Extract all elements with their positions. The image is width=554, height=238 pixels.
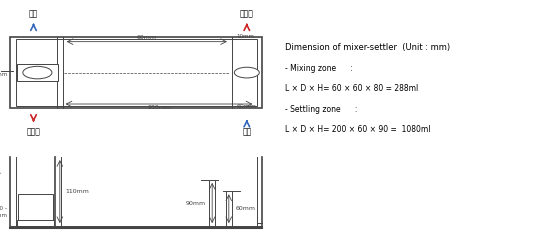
Bar bbox=[10, 37, 262, 108]
Text: - Settling zone      :: - Settling zone : bbox=[285, 105, 358, 114]
Text: 60mm: 60mm bbox=[137, 35, 157, 40]
Bar bbox=[17, 64, 58, 81]
Text: 27.5mm: 27.5mm bbox=[0, 72, 8, 78]
Text: 수상: 수상 bbox=[242, 127, 252, 136]
Text: L × D × H= 200 × 60 × 90 =  1080ml: L × D × H= 200 × 60 × 90 = 1080ml bbox=[285, 125, 431, 134]
Bar bbox=[16, 39, 257, 106]
Text: A: A bbox=[0, 167, 1, 176]
Text: 90mm: 90mm bbox=[186, 200, 206, 206]
Circle shape bbox=[23, 66, 52, 79]
Text: - Mixing zone      :: - Mixing zone : bbox=[285, 64, 353, 73]
Circle shape bbox=[234, 67, 259, 78]
Text: 수상: 수상 bbox=[29, 9, 38, 18]
Bar bbox=[18, 194, 53, 226]
Text: 유기상: 유기상 bbox=[27, 127, 40, 136]
Text: 60mm: 60mm bbox=[235, 206, 255, 211]
Text: 60mm: 60mm bbox=[237, 104, 257, 109]
Text: L × D × H= 60 × 60 × 80 = 288ml: L × D × H= 60 × 60 × 80 = 288ml bbox=[285, 84, 419, 93]
Text: 10mm: 10mm bbox=[237, 34, 255, 39]
Bar bbox=[17, 220, 54, 226]
Text: 110mm: 110mm bbox=[65, 189, 89, 194]
Text: 80mm: 80mm bbox=[0, 213, 8, 218]
Text: 60 –: 60 – bbox=[0, 206, 8, 211]
Text: 200mm: 200mm bbox=[147, 105, 172, 110]
Text: Dimension of mixer-settler  (Unit : mm): Dimension of mixer-settler (Unit : mm) bbox=[285, 43, 450, 52]
Text: 유기상: 유기상 bbox=[240, 9, 254, 18]
